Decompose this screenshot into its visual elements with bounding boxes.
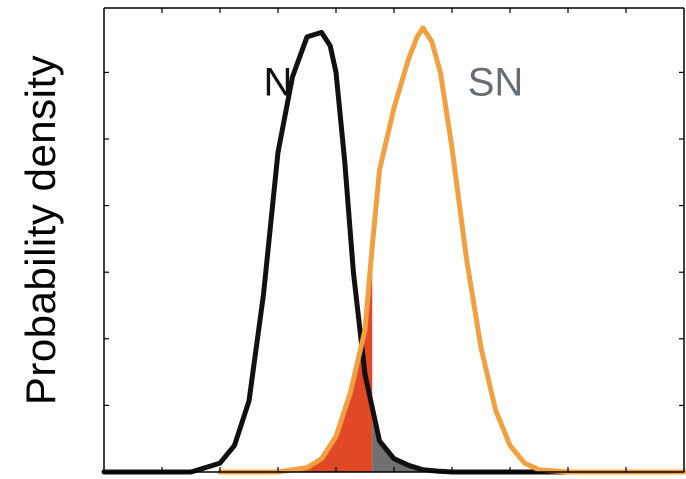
series-line-sn (217, 25, 686, 475)
curves (101, 25, 686, 475)
axes (103, 7, 685, 473)
series-labels: N SN (264, 60, 524, 104)
series-label-sn: SN (468, 60, 524, 104)
series-label-n: N (264, 60, 293, 104)
miss-area (292, 245, 373, 472)
series-line-n (101, 29, 686, 475)
